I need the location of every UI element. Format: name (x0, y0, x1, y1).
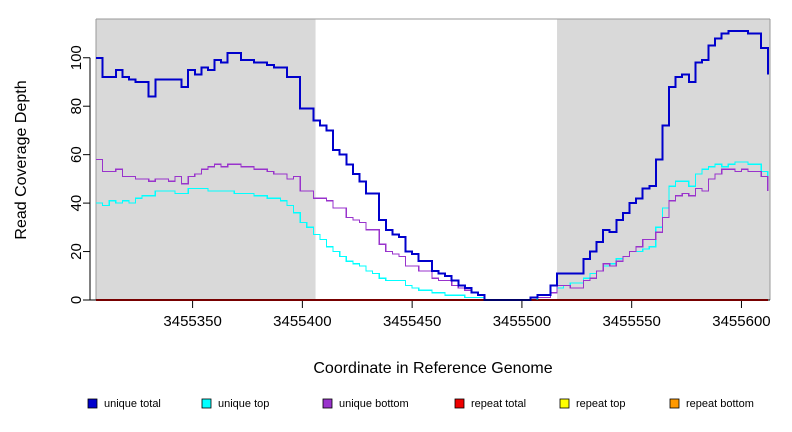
y-axis: 0 20 40 60 80 100 (68, 45, 91, 304)
legend-item-unique-top[interactable]: unique top (201, 398, 269, 410)
legend-label-repeat-total: repeat total (471, 398, 526, 410)
legend-swatch-repeat-top (559, 398, 570, 409)
legend-swatch-unique-total (87, 398, 98, 409)
y-axis-tick-label: 80 (68, 98, 85, 115)
series-line-unique-total (96, 30, 769, 301)
legend-item-unique-bottom[interactable]: unique bottom (322, 398, 409, 410)
x-axis-tick-label: 3455450 (383, 313, 441, 330)
right-repeat-shading (557, 19, 770, 300)
y-axis-tick-label: 60 (68, 146, 85, 163)
legend-label-repeat-bottom: repeat bottom (686, 398, 754, 410)
legend-label-unique-bottom: unique bottom (339, 398, 409, 410)
legend-item-repeat-top[interactable]: repeat top (559, 398, 626, 410)
legend-label-unique-top: unique top (218, 398, 269, 410)
legend-swatch-unique-top (201, 398, 212, 409)
legend-item-repeat-total[interactable]: repeat total (454, 398, 526, 410)
x-axis-tick-label: 3455400 (273, 313, 331, 330)
x-axis-tick-label: 3455600 (712, 313, 770, 330)
legend-item-unique-total[interactable]: unique total (87, 398, 161, 410)
legend-swatch-repeat-total (454, 398, 465, 409)
shaded-repeat-regions (96, 19, 770, 300)
x-axis-title: Coordinate in Reference Genome (313, 360, 552, 377)
x-axis: 3455350 3455400 3455450 3455500 3455550 34556… (90, 299, 771, 330)
y-axis-tick-label: 40 (68, 195, 85, 212)
series-line-unique-top (96, 161, 769, 301)
series-line-unique-bottom (96, 158, 769, 301)
x-axis-tick-label: 3455500 (493, 313, 551, 330)
left-repeat-shading (96, 19, 316, 300)
y-axis-tick-label: 20 (68, 243, 85, 260)
y-axis-title: Read Coverage Depth (13, 80, 30, 239)
legend[interactable]: unique total unique top unique bottom repea… (87, 398, 754, 410)
legend-item-repeat-bottom[interactable]: repeat bottom (669, 398, 754, 410)
legend-label-unique-total: unique total (104, 398, 161, 410)
x-axis-tick-label: 3455350 (163, 313, 221, 330)
x-axis-tick-label: 3455550 (602, 313, 660, 330)
y-axis-tick-label: 0 (68, 296, 85, 304)
y-axis-tick-label: 100 (68, 45, 85, 70)
legend-swatch-repeat-bottom (669, 398, 680, 409)
legend-label-repeat-top: repeat top (576, 398, 626, 410)
legend-swatch-unique-bottom (322, 398, 333, 409)
